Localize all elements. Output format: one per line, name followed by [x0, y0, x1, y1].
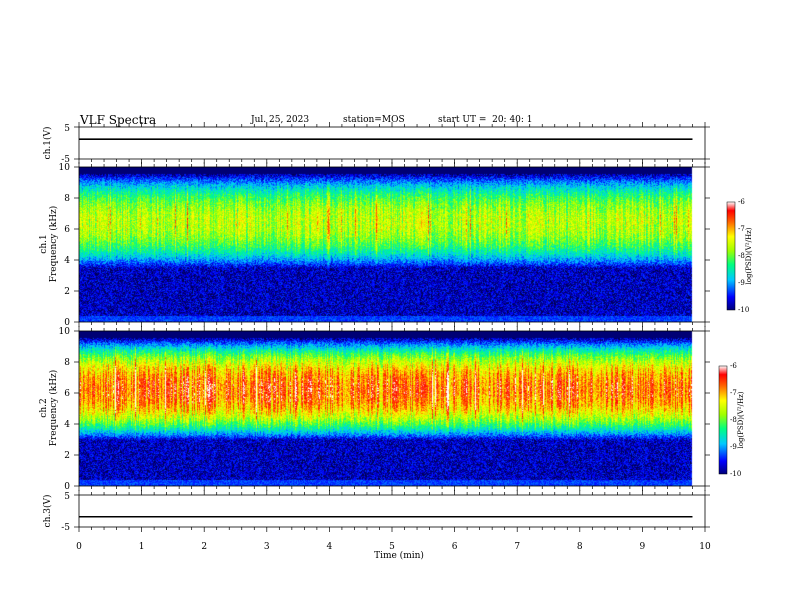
time-tick-label: 6 — [452, 542, 458, 552]
time-axis-label: Time (min) — [374, 550, 424, 561]
time-tick-label: 0 — [76, 542, 82, 552]
cb1-tick-m9: -9 — [738, 279, 745, 287]
cb1-label: log(PSD)(V²/Hz) — [745, 227, 753, 284]
ch1-channel-label: ch.1 — [39, 234, 49, 253]
ch1-voltage-ticks — [74, 122, 710, 164]
time-tick-label: 7 — [514, 542, 520, 552]
ch1-frequency-label: Frequency (kHz) — [48, 206, 59, 283]
ch1-freq-tick-8: 8 — [64, 194, 70, 204]
time-tick-label: 10 — [699, 542, 711, 552]
ch2-freq-tick-2: 2 — [64, 451, 70, 461]
time-tick-label: 1 — [139, 542, 145, 552]
ch3-voltage-ticks — [74, 490, 710, 532]
ch1-spectrogram-ticks — [74, 162, 710, 327]
time-tick-label: 3 — [264, 542, 270, 552]
ch2-colorbar: -6 -7 -8 -9 -10 log(PSD)(V²/Hz) — [718, 362, 745, 478]
ch1-freq-tick-10: 10 — [59, 163, 71, 173]
ch2-freq-tick-8: 8 — [64, 358, 70, 368]
ch1-ytick-bottom: -5 — [61, 155, 70, 165]
station-label: station=MOS — [343, 115, 405, 125]
ch1-spectrogram-panel: 0 2 4 6 8 10 ch.1 Frequency (kHz) — [39, 162, 710, 328]
cb1-tick-m7: -7 — [738, 225, 745, 233]
time-tick-label: 9 — [640, 542, 646, 552]
cb2-label: log(PSD)(V²/Hz) — [737, 391, 745, 448]
cb2-tick-m10: -10 — [730, 470, 741, 478]
time-tick-label: 8 — [577, 542, 583, 552]
ch2-spectrogram-image — [79, 331, 705, 486]
ch3-ytick-bottom: -5 — [61, 523, 70, 533]
cb1-tick-m10: -10 — [738, 306, 749, 314]
ch1-colorbar: -6 -7 -8 -9 -10 log(PSD)(V²/Hz) — [726, 198, 753, 314]
ch1-freq-tick-4: 4 — [64, 256, 70, 266]
cb2-tick-m8: -8 — [730, 416, 737, 424]
ch1-ytick-top: 5 — [64, 124, 70, 134]
ch1-freq-tick-0: 0 — [64, 318, 70, 328]
cb2-tick-m6: -6 — [730, 362, 737, 370]
ch1-voltage-label: ch.1(V) — [42, 127, 53, 160]
ch3-voltage-label: ch.3(V) — [42, 495, 53, 528]
cb1-tick-m6: -6 — [738, 198, 745, 206]
ch1-spectrogram-image — [79, 167, 705, 322]
ch2-channel-label: ch.2 — [39, 398, 49, 417]
figure-title: VLF Spectra — [80, 113, 157, 127]
cb1-tick-m8: -8 — [738, 252, 745, 260]
time-tick-label: 4 — [327, 542, 333, 552]
date-label: Jul. 25, 2023 — [251, 115, 310, 125]
ch2-spectrogram-panel: 0 2 4 6 8 10 ch.2 Frequency (kHz) — [39, 326, 710, 492]
ch1-freq-tick-6: 6 — [64, 225, 70, 235]
time-tick-label: 5 — [389, 542, 395, 552]
ch2-frequency-label: Frequency (kHz) — [48, 370, 59, 447]
ch1-freq-tick-2: 2 — [64, 287, 70, 297]
ch2-freq-tick-0: 0 — [64, 482, 70, 492]
ch2-spectrogram-ticks — [74, 326, 710, 491]
time-axis-tick-labels: 0 1 2 3 4 5 6 7 8 9 10 — [76, 542, 711, 552]
ch1-voltage-panel: 5 -5 ch.1(V) — [42, 122, 710, 165]
ch3-ytick-top: 5 — [64, 492, 70, 502]
start-time-label: start UT = 20: 40: 1 — [438, 115, 533, 125]
ch2-freq-tick-10: 10 — [59, 327, 71, 337]
cb2-tick-m7: -7 — [730, 389, 737, 397]
time-tick-label: 2 — [201, 542, 207, 552]
ch2-freq-tick-4: 4 — [64, 420, 70, 430]
ch3-voltage-panel: 5 -5 ch.3(V) 0 1 2 3 4 5 6 7 8 9 10 Time (min) — [42, 490, 711, 561]
cb2-tick-m9: -9 — [730, 443, 737, 451]
ch2-freq-tick-6: 6 — [64, 389, 70, 399]
